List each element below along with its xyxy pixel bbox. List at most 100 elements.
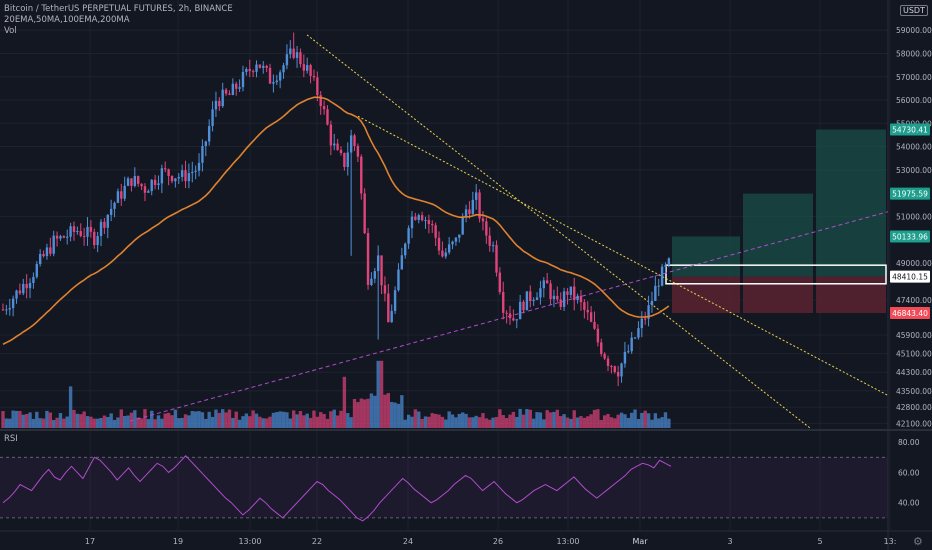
candle-body: [468, 209, 471, 215]
candle-body: [309, 65, 312, 76]
candle-body: [241, 71, 245, 88]
candle-body: [197, 162, 201, 171]
indicator-legend[interactable]: 20EMA,50MA,100EMA,200MA: [4, 15, 130, 25]
volume-bar: [166, 412, 171, 428]
entry-box: [665, 264, 887, 285]
candle-body: [177, 176, 180, 179]
candle-body: [96, 236, 99, 246]
volume-legend[interactable]: Vol: [4, 26, 17, 36]
volume-bar: [170, 415, 174, 428]
candle-body: [275, 80, 278, 83]
volume-bar: [400, 395, 404, 428]
volume-bar: [197, 411, 201, 428]
volume-bar: [342, 376, 347, 428]
price-tag: [890, 123, 930, 136]
volume-bar: [410, 416, 414, 428]
candle-body: [600, 342, 603, 354]
candle-body: [35, 264, 38, 277]
candle-body: [224, 89, 228, 94]
candle-body: [204, 141, 207, 147]
volume-bar: [525, 409, 529, 428]
candle-body: [289, 48, 292, 55]
time-tick-label: Mar: [632, 537, 648, 546]
price-tick-label: 45900.00: [896, 331, 932, 340]
candle-body: [478, 192, 481, 219]
price-tick-label: 42100.00: [896, 419, 932, 428]
volume-bar: [373, 395, 377, 428]
candle-body: [447, 244, 451, 253]
volume-bar: [572, 410, 576, 428]
volume-bar: [139, 418, 144, 428]
volume-bar: [552, 411, 556, 428]
candle-body: [589, 312, 593, 322]
price-tick-label: 45100.00: [896, 350, 932, 359]
volume-bar: [163, 413, 167, 428]
gear-icon[interactable]: ⚙: [913, 535, 923, 548]
volume-bar: [268, 416, 272, 428]
rsi-legend[interactable]: RSI: [4, 434, 18, 444]
price-tick-label: 53000.00: [896, 166, 932, 175]
candle-body: [89, 226, 93, 232]
candle-body: [650, 300, 654, 306]
volume-bar: [146, 419, 151, 428]
volume-bar: [234, 411, 238, 428]
price-tag: [890, 270, 930, 283]
candle-body: [529, 291, 532, 302]
volume-bar: [589, 414, 593, 428]
candle-body: [69, 226, 72, 237]
volume-bar: [335, 415, 340, 428]
rsi-tick-label: 60.00: [898, 468, 920, 477]
candle-body: [434, 225, 437, 238]
candle-body: [420, 215, 424, 221]
price-tick-label: 58000.00: [896, 50, 932, 59]
volume-bar: [24, 414, 29, 428]
candle-body: [245, 69, 248, 72]
volume-bar: [349, 417, 353, 428]
volume-bar: [237, 419, 242, 428]
candle-body: [211, 109, 214, 127]
volume-bar: [258, 416, 262, 428]
candle-body: [214, 100, 218, 110]
volume-bar: [440, 416, 445, 428]
volume-bar: [315, 416, 320, 428]
volume-bar: [68, 386, 73, 428]
candle-body: [116, 191, 120, 203]
time-tick-label: 17: [85, 537, 95, 546]
currency-badge[interactable]: USDT: [900, 5, 928, 16]
volume-bar: [538, 412, 543, 428]
volume-bar: [423, 416, 428, 428]
candle-body: [238, 87, 241, 89]
candle-body: [106, 214, 109, 228]
volume-bar: [481, 413, 485, 428]
candle-body: [596, 328, 600, 343]
price-tick-label: 56000.00: [896, 96, 932, 105]
candle-body: [613, 366, 616, 373]
candle-body: [316, 77, 319, 96]
candle-body: [130, 178, 133, 186]
volume-bar: [82, 411, 86, 428]
candle-body: [556, 295, 559, 300]
candle-body: [400, 255, 404, 270]
volume-bar: [99, 417, 103, 428]
candle-body: [278, 72, 282, 81]
candle-body: [133, 176, 137, 186]
volume-bar: [579, 416, 583, 428]
time-tick-label: 13:00: [556, 537, 579, 546]
volume-bar: [444, 419, 448, 428]
volume-bar: [193, 411, 198, 428]
volume-bar: [329, 411, 333, 428]
candle-body: [319, 95, 322, 107]
volume-bar: [177, 418, 181, 428]
volume-bar: [116, 417, 120, 428]
candle-body: [228, 93, 231, 95]
volume-bar: [535, 412, 539, 428]
candle-body: [495, 245, 498, 273]
volume-bar: [484, 418, 489, 428]
candle-body: [353, 135, 356, 146]
time-tick-label: 24: [403, 537, 413, 546]
candle-body: [532, 299, 535, 302]
chart-title[interactable]: Bitcoin / TetherUS PERPETUAL FUTURES, 2h…: [4, 4, 233, 14]
volume-bar: [616, 414, 620, 428]
volume-bar: [150, 410, 154, 428]
